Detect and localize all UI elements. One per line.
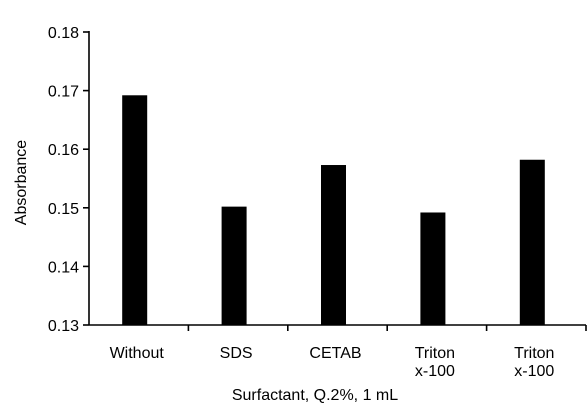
x-category-label: Triton x-100 — [415, 345, 455, 380]
y-tick-label: 0.17 — [48, 84, 79, 101]
x-axis-category-labels: Without SDS CETAB Triton x-100 Triton x-100 — [110, 345, 555, 380]
y-tick-label: 0.18 — [48, 25, 79, 42]
y-axis-title: Absorbance — [13, 140, 30, 225]
y-tick-label: 0.14 — [48, 259, 79, 276]
bar — [519, 159, 545, 325]
bar — [321, 165, 346, 325]
x-category-label: Triton x-100 — [514, 345, 554, 380]
bar — [221, 206, 247, 325]
x-category-label: SDS — [220, 345, 253, 362]
bars — [122, 95, 545, 326]
bar — [122, 95, 148, 326]
x-category-label: CETAB — [309, 345, 361, 362]
y-tick-label: 0.16 — [48, 142, 79, 159]
bar — [420, 212, 446, 325]
y-tick-label: 0.15 — [48, 201, 79, 218]
y-tick-label: 0.13 — [48, 318, 79, 335]
x-axis-ticks — [187, 325, 587, 331]
x-category-label: Without — [110, 345, 165, 362]
x-axis-title: Surfactant, Q.2%, 1 mL — [232, 387, 398, 404]
y-axis-ticks: 0.13 0.14 0.15 0.16 0.17 0.18 — [48, 25, 89, 335]
